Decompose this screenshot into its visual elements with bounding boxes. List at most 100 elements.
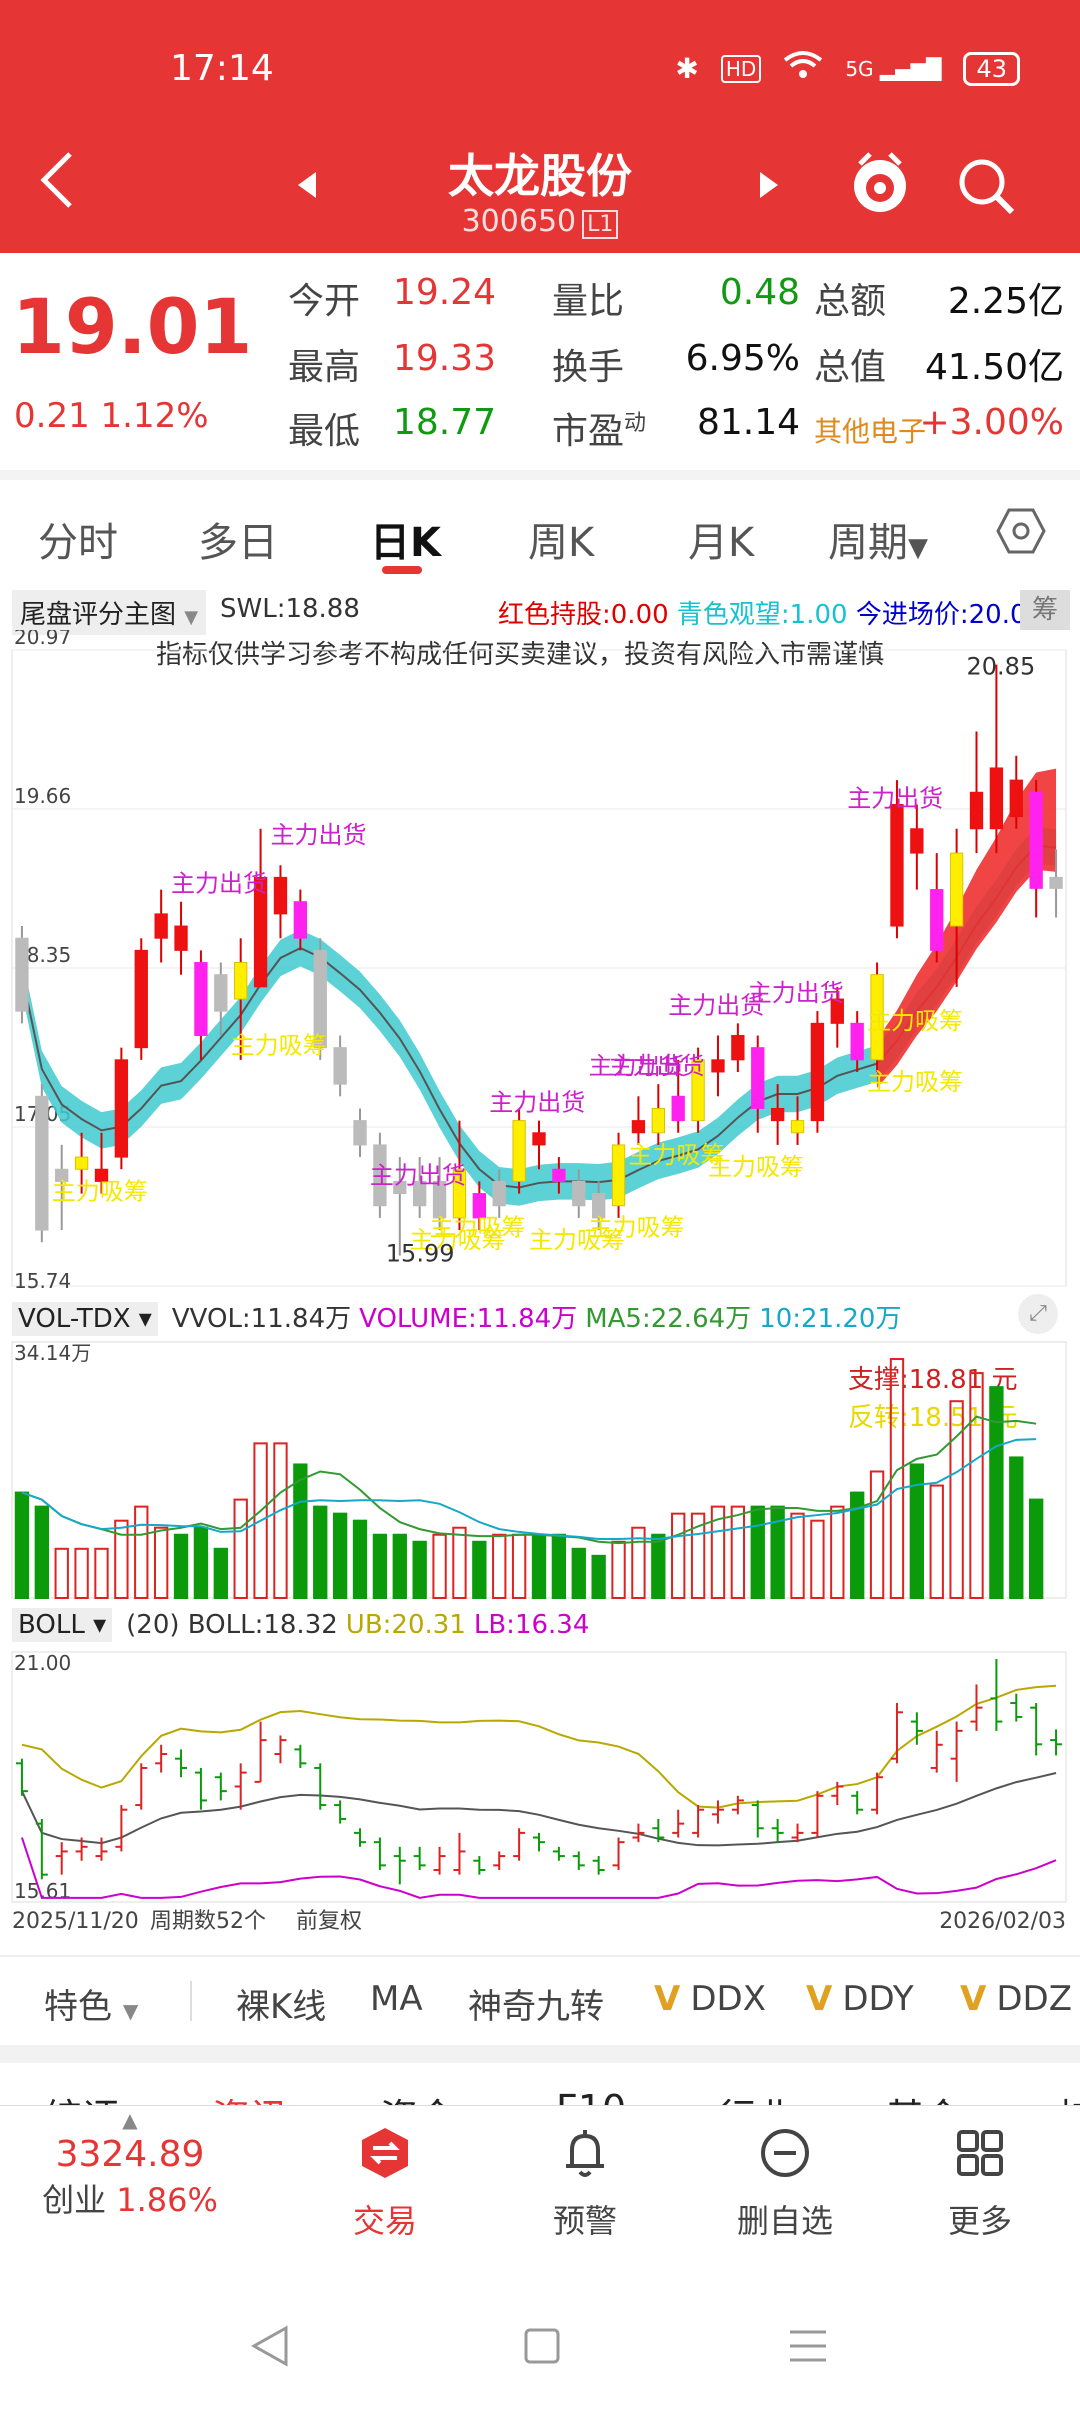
volume-bar <box>790 1512 805 1600</box>
subtab-zijin[interactable]: 资金 <box>380 2087 456 2105</box>
candle-body <box>273 876 288 915</box>
quote-label: 今开 <box>288 281 361 322</box>
settings-hexagon-icon[interactable] <box>996 506 1046 560</box>
nav-trade[interactable]: 交易 <box>305 2126 465 2242</box>
candle-body <box>572 1180 586 1207</box>
volume-bar <box>850 1491 865 1599</box>
signal-label: 主力吸筹 <box>708 1153 804 1181</box>
index-ticker[interactable]: ▲ 3324.89 创业 1.86% <box>30 2106 230 2221</box>
candle-body <box>413 1180 427 1207</box>
triangle-up-icon: ▲ <box>122 2108 138 2132</box>
signal-label: 主力吸筹 <box>529 1226 625 1254</box>
system-back-icon[interactable] <box>250 2324 290 2372</box>
volume-bar <box>1009 1456 1024 1600</box>
legend-item: UB:20.31 <box>345 1610 466 1640</box>
tab-yuek[interactable]: 月K <box>688 520 755 566</box>
signal-label: 主力出货 <box>609 1052 705 1080</box>
subtab-chi[interactable]: 持 <box>1058 2087 1080 2105</box>
volume-bar <box>432 1533 447 1599</box>
index-value: 3324.89 <box>55 2134 205 2175</box>
toolbar-ddz[interactable]: V DDZ <box>960 1979 1072 2019</box>
candle-body <box>313 949 327 1049</box>
volume-bar <box>392 1533 407 1599</box>
candle-body <box>194 962 208 1036</box>
subtab-hangye[interactable]: 行业 <box>718 2087 794 2105</box>
subtab-zixun[interactable]: 资讯 <box>212 2087 288 2105</box>
volume-bar <box>492 1533 507 1599</box>
quote-label: 其他电子 <box>814 415 927 448</box>
nav-remove-watchlist[interactable]: 删自选 <box>705 2126 865 2242</box>
signal-label: 主力吸筹 <box>231 1031 327 1059</box>
chevron-down-icon: ▼ <box>184 607 199 628</box>
nav-more[interactable]: 更多 <box>900 2126 1060 2242</box>
volume-bar <box>750 1505 765 1600</box>
toolbar-naked-k[interactable]: 裸K线 <box>236 1987 327 2027</box>
mascot-icon[interactable] <box>850 150 910 220</box>
date-start-label: 2025/11/20 <box>12 1909 139 1934</box>
candle-body <box>432 1180 447 1219</box>
subtab-f10[interactable]: F10 <box>556 2087 626 2105</box>
signal-icon: 5G ▂▄▆█ <box>845 56 942 81</box>
toolbar-tese[interactable]: 特色 ▼ <box>44 1987 139 2027</box>
y-axis-label: 20.97 <box>14 630 71 649</box>
chip-distribution-button[interactable]: 筹 <box>1020 590 1070 630</box>
volume-bar <box>631 1526 646 1600</box>
candle-body <box>154 913 168 939</box>
volume-bar <box>611 1540 626 1599</box>
back-button[interactable] <box>40 150 74 214</box>
candle-body <box>512 1120 526 1182</box>
prev-stock-button[interactable] <box>298 172 318 202</box>
system-navigation-bar <box>0 2290 1080 2412</box>
search-icon[interactable] <box>956 156 1016 220</box>
volume-bar <box>710 1505 726 1600</box>
signal-label: 主力出货 <box>370 1162 466 1190</box>
volume-bar <box>869 1470 885 1599</box>
toolbar-magic-nine[interactable]: 神奇九转 <box>468 1987 604 2027</box>
volume-bar <box>193 1526 209 1600</box>
tab-fenshi[interactable]: 分时 <box>38 520 118 566</box>
candle-body <box>691 1059 705 1122</box>
system-menu-icon[interactable] <box>786 2324 830 2372</box>
candle-body <box>770 1107 785 1122</box>
candle-body <box>532 1132 546 1146</box>
boll-header-select[interactable]: BOLL ▾ <box>12 1608 113 1642</box>
signal-label: 主力出货 <box>489 1089 585 1117</box>
quote-value: 19.24 <box>392 272 496 313</box>
candle-body <box>472 1193 487 1219</box>
signal-label: 主力出货 <box>668 991 764 1019</box>
nav-alert[interactable]: 预警 <box>505 2126 665 2242</box>
toolbar-ma[interactable]: MA <box>370 1979 423 2019</box>
volume-bar <box>452 1526 467 1600</box>
candle-body <box>452 1168 467 1219</box>
tab-zhouk[interactable]: 周K <box>528 520 595 566</box>
candle-body <box>1009 779 1023 818</box>
volume-bar <box>273 1442 288 1599</box>
candle-body <box>949 852 964 927</box>
expand-icon[interactable]: ⤢ <box>1018 1294 1058 1334</box>
candle-body <box>830 998 844 1024</box>
kline-chart-area[interactable]: 20.9719.6618.3517.0515.74主力吸筹主力出货主力吸筹主力出… <box>0 630 1080 1950</box>
quote-value: 81.14 <box>696 402 800 443</box>
tab-duori[interactable]: 多日 <box>198 520 278 566</box>
quote-label: 量比 <box>552 281 625 322</box>
minus-circle-icon <box>705 2126 865 2196</box>
signal-label: 主力吸筹 <box>628 1141 724 1169</box>
system-home-icon[interactable] <box>522 2324 562 2372</box>
subtab-zongping[interactable]: 综评 <box>44 2087 120 2105</box>
candle-body <box>492 1180 506 1207</box>
vol-header-select[interactable]: VOL-TDX ▾ <box>12 1302 158 1336</box>
toolbar-ddy[interactable]: V DDY <box>806 1979 914 2019</box>
battery-indicator: 43 <box>963 51 1020 86</box>
candle-body <box>114 1059 129 1158</box>
quote-value: 0.48 <box>719 272 800 313</box>
tab-zhouqi[interactable]: 周期▼ <box>828 520 928 566</box>
toolbar-ddx[interactable]: V DDX <box>654 1979 766 2019</box>
tab-rik[interactable]: 日K <box>370 520 441 566</box>
next-stock-button[interactable] <box>758 172 778 202</box>
legend-item: (20) BOLL:18.32 <box>126 1610 338 1640</box>
subtab-jijin[interactable]: 基金 <box>886 2087 962 2105</box>
grid-icon <box>900 2126 1060 2196</box>
main-indicator-select[interactable]: 尾盘评分主图 ▼ <box>12 590 207 635</box>
volume-bar <box>770 1505 785 1600</box>
volume-bar <box>293 1463 308 1600</box>
